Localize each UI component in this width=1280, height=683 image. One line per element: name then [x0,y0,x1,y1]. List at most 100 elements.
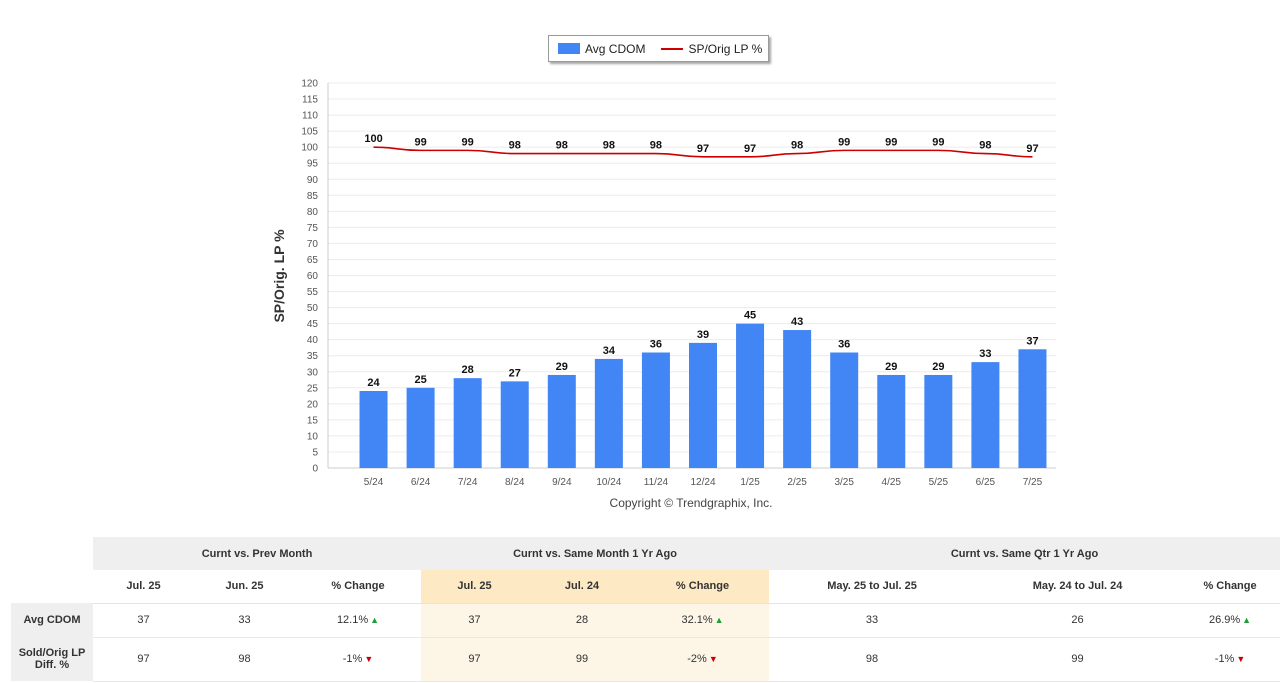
up-arrow-icon: ▲ [370,615,380,625]
up-arrow-icon: ▲ [714,615,724,625]
y-tick-label: 115 [302,95,318,106]
bar [689,342,717,468]
y-tick-label: 0 [312,464,318,475]
combo-chart: 0 5 10 15 20 25 30 35 40 45 50 55 60 65 70 75 80 85 90 95 10… [301,79,1056,488]
bar-data-label: 29 [885,361,897,373]
table-cell: 97 [93,637,194,682]
table-row: Avg CDOM 37 33 12.1% ▲ 37 28 32.1% ▲ 33 26… [11,603,1280,638]
table-cell-change: 26.9% ▲ [1180,603,1280,638]
y-tick-label: 120 [301,79,318,90]
y-tick-label: 90 [307,175,319,186]
y-tick-label: 20 [307,399,319,410]
change-value: 26.9% [1208,614,1241,626]
y-tick-label: 95 [307,159,319,170]
y-tick-label: 80 [307,207,319,218]
bar-data-label: 29 [932,361,944,373]
line-data-label: 97 [744,143,756,155]
table-cell-change: 12.1% ▲ [295,603,421,638]
line-data-label: 99 [838,136,850,148]
y-tick-label: 5 [312,447,318,458]
table-cell-change: -2% ▼ [636,637,770,682]
x-tick-label: 4/25 [882,477,902,488]
column-header: Jul. 24 [528,570,636,604]
table-cell: 33 [769,603,976,638]
down-arrow-icon: ▼ [708,654,718,664]
y-tick-label: 65 [307,255,319,266]
chart: 0 5 10 15 20 25 30 35 40 45 50 55 60 65 70 75 80 85 90 95 10… [271,35,1056,510]
table-cell: 99 [975,637,1181,682]
x-tick-label: 5/24 [364,477,384,488]
table-cell: 37 [93,603,194,638]
bar [641,352,670,468]
bar [877,374,906,468]
line-data-label: 97 [697,143,709,155]
table-cell: 99 [528,637,636,682]
line-data-label: 98 [509,140,521,152]
table-cell: 26 [975,603,1181,638]
y-tick-label: 45 [307,319,319,330]
column-header: Jul. 25 [93,570,194,604]
bar [971,362,1000,468]
bar-data-label: 34 [603,345,616,357]
y-tick-label: 60 [307,271,319,282]
bar-data-label: 43 [791,316,803,328]
group-header-same-qtr: Curnt vs. Same Qtr 1 Yr Ago [769,537,1280,570]
x-tick-label: 5/25 [929,477,949,488]
bar [830,352,859,468]
line-data-label: 100 [364,133,382,145]
bar-data-label: 36 [650,339,662,351]
bar-data-label: 27 [509,367,521,379]
table-cell-change: 32.1% ▲ [636,603,770,638]
bar-data-label: 39 [697,329,709,341]
line-data-label: 98 [979,140,991,152]
line-data-label: 99 [885,136,897,148]
change-value: 32.1% [681,614,713,626]
corner-cell [11,537,93,570]
legend-bar-swatch [558,43,580,54]
table-cell-change: -1% ▼ [1180,637,1280,682]
y-tick-label: 55 [307,287,319,298]
line-data-label: 98 [603,140,615,152]
group-header-prev-month: Curnt vs. Prev Month [93,537,421,570]
change-value: -1% [342,653,363,665]
column-header: May. 25 to Jul. 25 [769,570,976,604]
row-header: Sold/Orig LP Diff. % [11,637,93,681]
y-tick-label: 110 [302,111,318,122]
down-arrow-icon: ▼ [1236,654,1246,664]
table-cell: 98 [769,637,976,682]
bar-data-label: 45 [744,310,756,322]
y-tick-label: 25 [307,383,319,394]
x-tick-label: 11/24 [644,477,669,488]
comparison-table: Curnt vs. Prev Month Curnt vs. Same Mont… [11,537,1280,682]
x-tick-label: 6/24 [411,477,431,488]
bar [359,391,388,468]
change-value: -1% [1214,653,1235,665]
table-cell: 98 [194,637,295,682]
line-data-label: 98 [791,140,803,152]
legend-label-line: SP/Orig LP % [688,41,763,56]
table-cell: 28 [528,603,636,638]
y-tick-label: 15 [307,415,319,426]
line-data-label: 98 [556,140,568,152]
corner-cell [11,570,93,603]
bar-data-label: 28 [462,364,474,376]
bar-data-label: 37 [1026,335,1038,347]
row-header: Avg CDOM [11,603,93,637]
bar-data-label: 36 [838,339,850,351]
group-header-same-month: Curnt vs. Same Month 1 Yr Ago [421,537,770,570]
legend-label-bar: Avg CDOM [585,41,646,56]
series-line [373,146,1033,158]
change-value: 12.1% [336,614,369,626]
y-tick-label: 85 [307,191,319,202]
change-value: -2% [687,653,707,665]
table-cell-change: -1% ▼ [295,637,421,682]
bar [406,387,435,468]
line-data-label: 98 [650,140,662,152]
bar [783,330,812,468]
column-header: Jun. 25 [194,570,295,604]
y-tick-label: 70 [307,239,319,250]
bar-data-label: 29 [556,361,568,373]
x-tick-label: 9/24 [552,477,572,488]
bar [594,358,623,468]
x-tick-label: 3/25 [834,477,854,488]
